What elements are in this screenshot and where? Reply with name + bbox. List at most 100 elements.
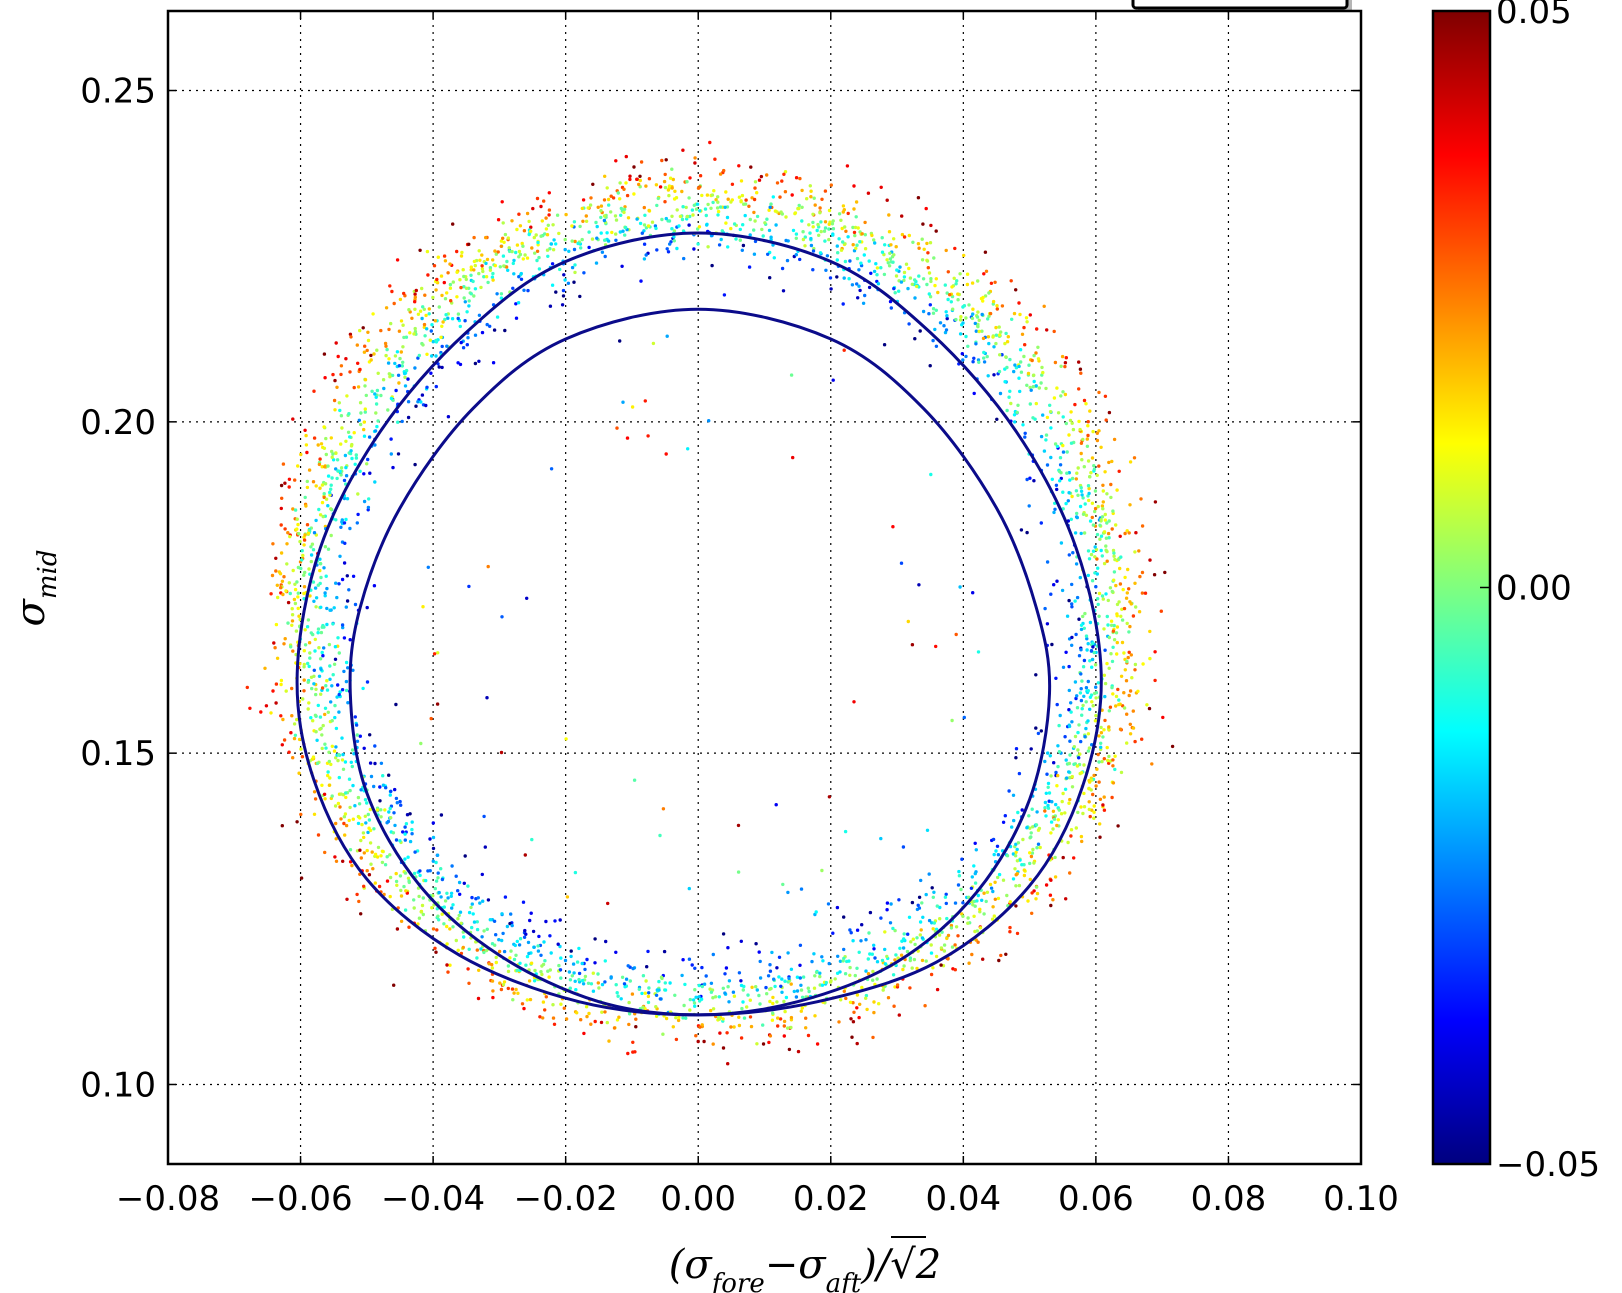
- scatter-point: [858, 951, 861, 954]
- scatter-point: [726, 216, 729, 219]
- scatter-point: [1094, 719, 1097, 722]
- scatter-point: [1044, 801, 1047, 804]
- scatter-point: [1025, 478, 1028, 481]
- scatter-point: [329, 763, 332, 766]
- scatter-point: [333, 704, 336, 707]
- scatter-point: [400, 350, 403, 353]
- scatter-point: [448, 964, 451, 967]
- scatter-point: [458, 914, 461, 917]
- scatter-point: [856, 296, 859, 299]
- scatter-point: [324, 545, 327, 548]
- scatter-point: [302, 689, 305, 692]
- scatter-point: [890, 306, 893, 309]
- y-axis-label: σmid: [8, 550, 63, 627]
- scatter-point: [1006, 854, 1009, 857]
- scatter-point: [1036, 346, 1039, 349]
- scatter-point: [911, 241, 914, 244]
- scatter-point: [1127, 630, 1130, 633]
- scatter-point: [1072, 856, 1075, 859]
- scatter-point: [445, 345, 448, 348]
- scatter-point: [982, 351, 985, 354]
- scatter-point: [816, 1042, 819, 1045]
- scatter-point: [998, 873, 1001, 876]
- scatter-point: [445, 963, 448, 966]
- scatter-point: [519, 224, 522, 227]
- scatter-point: [846, 164, 849, 167]
- scatter-point: [1084, 727, 1087, 730]
- scatter-point: [364, 410, 367, 413]
- scatter-point: [599, 209, 602, 212]
- scatter-point: [692, 998, 695, 1001]
- scatter-point: [351, 748, 354, 751]
- scatter-point: [490, 963, 493, 966]
- scatter-point: [746, 993, 749, 996]
- scatter-point: [561, 303, 564, 306]
- scatter-point: [518, 250, 521, 253]
- scatter-point: [437, 918, 440, 921]
- scatter-point: [1046, 560, 1049, 563]
- scatter-point: [396, 801, 399, 804]
- scatter-point: [1113, 755, 1116, 758]
- scatter-point: [365, 801, 368, 804]
- scatter-point: [1089, 815, 1092, 818]
- scatter-point: [327, 751, 330, 754]
- scatter-point: [547, 975, 550, 978]
- scatter-point: [355, 453, 358, 456]
- scatter-point: [1104, 682, 1107, 685]
- scatter-point: [881, 236, 884, 239]
- scatter-point: [435, 928, 438, 931]
- scatter-point: [698, 185, 701, 188]
- ring-curve-1: [297, 233, 1101, 1015]
- scatter-point: [1163, 571, 1166, 574]
- scatter-point: [887, 261, 890, 264]
- scatter-point: [374, 411, 377, 414]
- scatter-point: [1115, 488, 1118, 491]
- scatter-point: [660, 977, 663, 980]
- scatter-point: [900, 954, 903, 957]
- scatter-point: [531, 207, 534, 210]
- scatter-point: [1029, 878, 1032, 881]
- scatter-point: [700, 194, 703, 197]
- scatter-point: [404, 384, 407, 387]
- scatter-point: [854, 974, 857, 977]
- scatter-point: [696, 203, 699, 206]
- scatter-point: [1049, 894, 1052, 897]
- scatter-point: [503, 950, 506, 953]
- scatter-point: [455, 875, 458, 878]
- scatter-point: [776, 1016, 779, 1019]
- x-label-minus: −σ: [765, 1242, 828, 1288]
- scatter-point: [432, 847, 435, 850]
- scatter-point: [607, 239, 610, 242]
- scatter-point: [971, 360, 974, 363]
- scatter-point: [843, 349, 846, 352]
- scatter-point: [887, 213, 890, 216]
- scatter-point: [479, 947, 482, 950]
- scatter-point: [927, 312, 930, 315]
- scatter-point: [1148, 558, 1151, 561]
- scatter-point: [466, 336, 469, 339]
- scatter-point: [572, 971, 575, 974]
- scatter-point: [619, 214, 622, 217]
- scatter-point: [836, 906, 839, 909]
- scatter-point: [363, 384, 366, 387]
- scatter-point: [862, 302, 865, 305]
- scatter-point: [729, 1025, 732, 1028]
- scatter-point: [280, 551, 283, 554]
- scatter-point: [597, 981, 600, 984]
- scatter-point: [424, 404, 427, 407]
- scatter-point: [387, 810, 390, 813]
- scatter-point: [771, 1019, 774, 1022]
- scatter-point: [843, 208, 846, 211]
- scatter-point: [295, 527, 298, 530]
- scatter-point: [825, 981, 828, 984]
- scatter-point: [1052, 761, 1055, 764]
- scatter-point: [585, 214, 588, 217]
- scatter-point: [578, 295, 581, 298]
- scatter-point: [1037, 843, 1040, 846]
- scatter-point: [1091, 658, 1094, 661]
- scatter-point: [1101, 484, 1104, 487]
- scatter-point: [886, 199, 889, 202]
- scatter-point: [656, 988, 659, 991]
- scatter-point: [850, 1036, 853, 1039]
- scatter-point: [307, 567, 310, 570]
